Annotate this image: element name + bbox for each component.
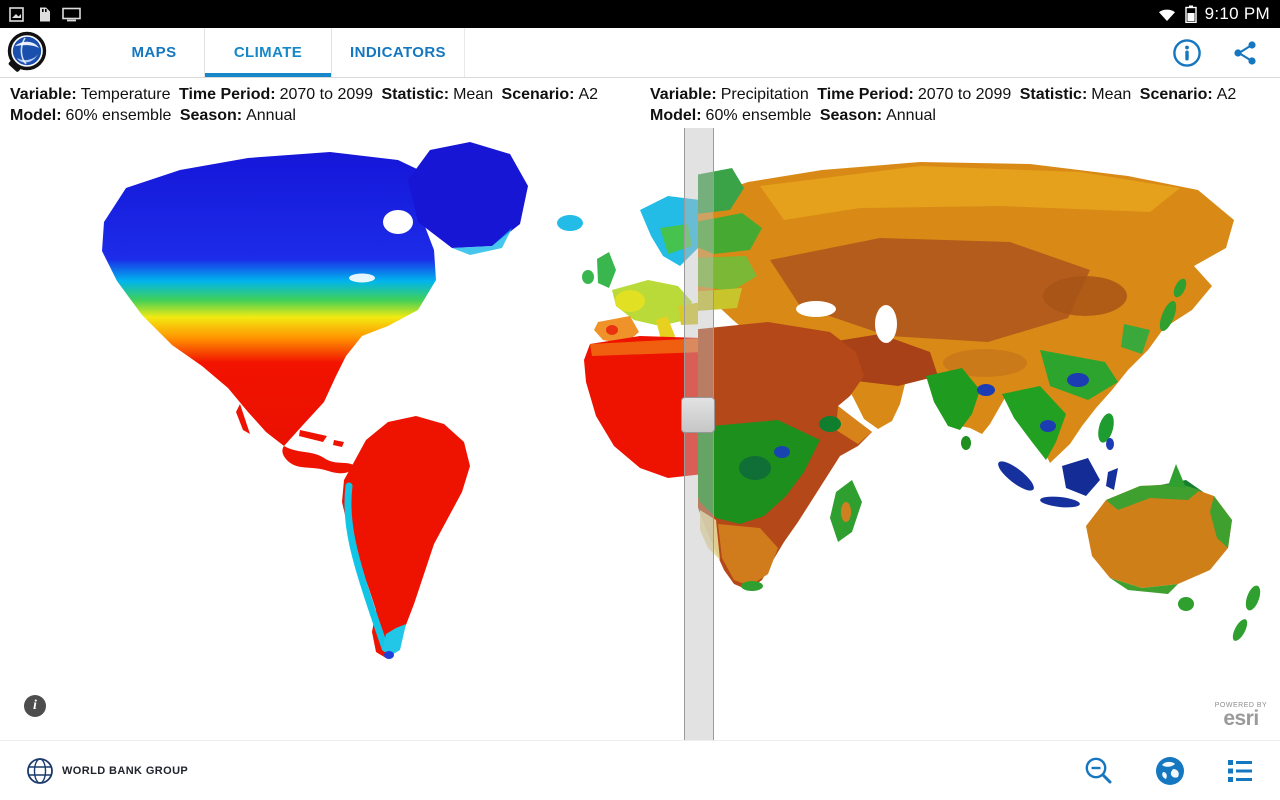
tab-climate[interactable]: CLIMATE — [204, 28, 332, 77]
param-label: Scenario: — [1139, 86, 1213, 103]
param-value: 60% ensemble — [705, 107, 812, 124]
notification-icons — [0, 6, 81, 23]
legend-list-icon — [1228, 760, 1252, 782]
param-label: Variable: — [10, 86, 77, 103]
info-glyph: i — [33, 698, 37, 713]
legend-button[interactable] — [1226, 758, 1256, 784]
left-map-settings-summary[interactable]: Variable: Temperature Time Period: 2070 to… — [10, 84, 624, 126]
basemap-button[interactable] — [1154, 755, 1186, 787]
right-map-settings-summary[interactable]: Variable: Precipitation Time Period: 2070 … — [650, 84, 1264, 126]
esri-attribution[interactable]: POWERED BY esri — [1210, 696, 1272, 734]
world-bank-globe-icon — [27, 758, 53, 784]
info-icon — [1173, 38, 1201, 67]
param-label: Time Period: — [817, 86, 914, 103]
battery-icon — [1184, 5, 1197, 23]
swipe-divider-handle[interactable] — [681, 397, 715, 433]
param-value: A2 — [578, 86, 599, 103]
status-bar: 9:10 PM — [0, 0, 1280, 28]
param-label: Season: — [179, 107, 243, 124]
share-icon — [1234, 40, 1256, 65]
param-label: Scenario: — [501, 86, 575, 103]
param-value: 60% ensemble — [65, 107, 172, 124]
param-label: Variable: — [650, 86, 717, 103]
param-value: Mean — [1091, 86, 1132, 103]
world-bank-logo[interactable]: WORLD BANK GROUP — [0, 757, 188, 785]
param-value: Temperature — [80, 86, 171, 103]
tab-maps[interactable]: MAPS — [104, 28, 204, 77]
map-credits-info-icon[interactable]: i — [24, 695, 46, 717]
param-label: Season: — [819, 107, 883, 124]
param-value: 2070 to 2099 — [279, 86, 374, 103]
tab-maps-label: MAPS — [131, 44, 177, 61]
zoom-out-button[interactable] — [1084, 756, 1114, 786]
esri-logo: esri — [1223, 706, 1259, 730]
info-button[interactable] — [1172, 38, 1202, 68]
powered-by-label: POWERED BY — [1214, 701, 1268, 709]
param-value: Annual — [246, 107, 296, 124]
tab-indicators-label: INDICATORS — [350, 44, 446, 61]
param-value: Precipitation — [720, 86, 809, 103]
bottom-toolbar: WORLD BANK GROUP — [0, 740, 1280, 800]
app-toolbar: MAPS CLIMATE INDICATORS — [0, 28, 1280, 78]
precipitation-map-layer — [698, 162, 1261, 641]
sd-card-icon — [40, 7, 50, 21]
screenshot-icon — [9, 6, 24, 22]
system-status: 9:10 PM — [1157, 4, 1280, 24]
param-value: 2070 to 2099 — [917, 86, 1012, 103]
basemap-globe-icon — [1156, 757, 1184, 785]
globe-magnifier-icon — [7, 31, 47, 72]
app-logo[interactable] — [0, 28, 104, 77]
param-value: Annual — [886, 107, 936, 124]
param-label: Statistic: — [1019, 86, 1088, 103]
wifi-icon — [1158, 9, 1175, 21]
tab-climate-label: CLIMATE — [233, 44, 303, 61]
comparison-map-canvas[interactable] — [0, 128, 1280, 740]
param-label: Statistic: — [381, 86, 450, 103]
tab-indicators[interactable]: INDICATORS — [332, 28, 465, 77]
param-value: A2 — [1216, 86, 1237, 103]
param-label: Time Period: — [178, 86, 276, 103]
zoom-out-icon — [1085, 757, 1112, 784]
swipe-divider[interactable] — [684, 128, 714, 740]
cast-icon — [62, 7, 81, 22]
share-button[interactable] — [1232, 40, 1258, 66]
param-label: Model: — [650, 107, 702, 124]
clock: 9:10 PM — [1204, 4, 1270, 23]
world-bank-label: WORLD BANK GROUP — [62, 765, 189, 777]
param-label: Model: — [10, 107, 62, 124]
temperature-map-layer — [102, 142, 698, 659]
param-value: Mean — [453, 86, 494, 103]
